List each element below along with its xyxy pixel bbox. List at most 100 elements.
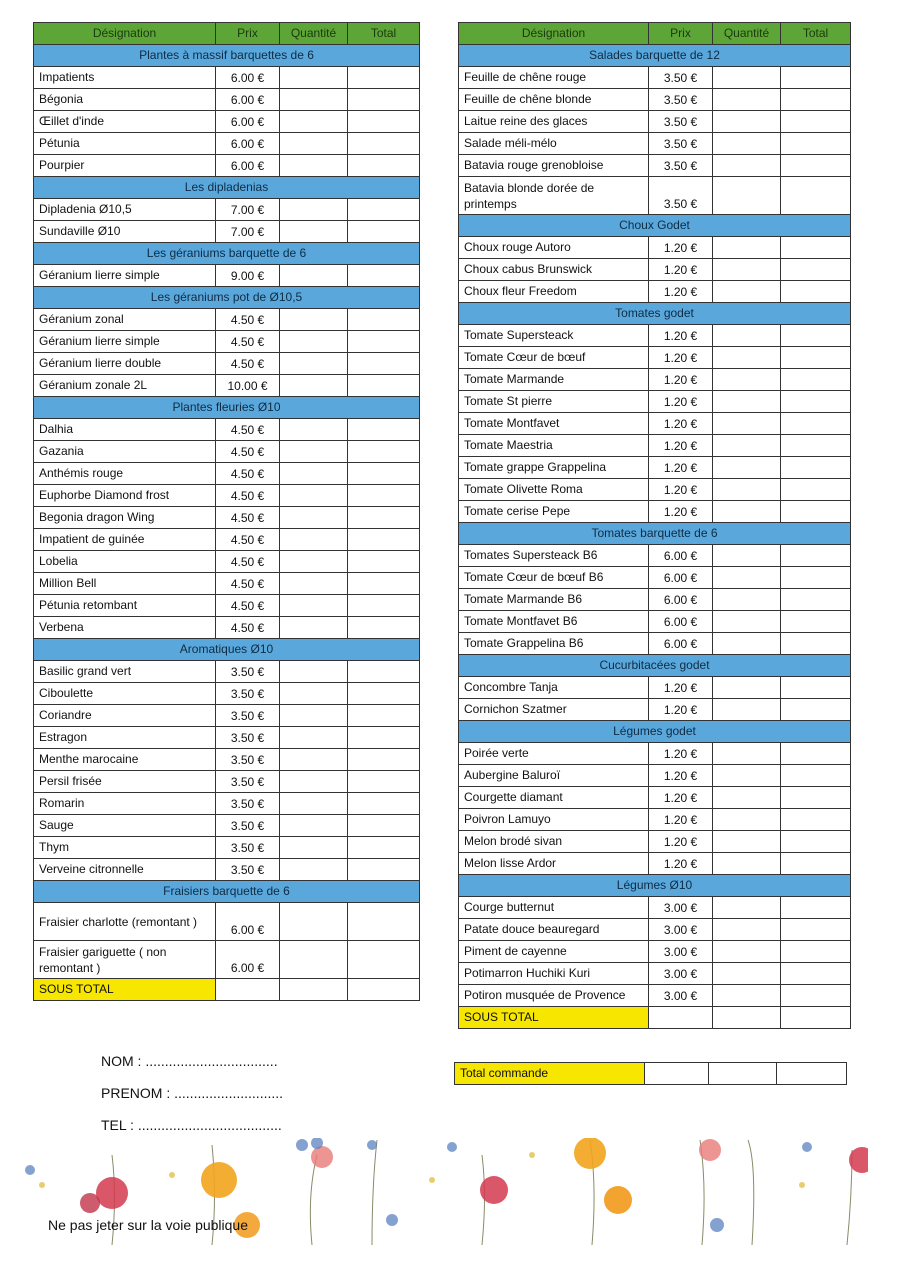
quantity-input[interactable] [712, 742, 781, 765]
prenom-field[interactable]: PRENOM : ............................ [101, 1085, 284, 1101]
total-cell[interactable] [780, 346, 851, 369]
total-cell[interactable] [780, 786, 851, 809]
quantity-input[interactable] [279, 220, 348, 243]
quantity-input[interactable] [279, 484, 348, 507]
quantity-input[interactable] [279, 352, 348, 375]
quantity-input[interactable] [712, 852, 781, 875]
total-cell[interactable] [780, 698, 851, 721]
total-cell[interactable] [347, 374, 420, 397]
total-cell[interactable] [347, 198, 420, 221]
total-cell[interactable] [780, 632, 851, 655]
total-cell[interactable] [347, 682, 420, 705]
quantity-input[interactable] [279, 506, 348, 529]
quantity-input[interactable] [712, 154, 781, 177]
quantity-input[interactable] [712, 808, 781, 831]
quantity-input[interactable] [712, 830, 781, 853]
quantity-input[interactable] [712, 610, 781, 633]
quantity-input[interactable] [279, 814, 348, 837]
quantity-input[interactable] [712, 676, 781, 699]
quantity-input[interactable] [279, 418, 348, 441]
quantity-input[interactable] [279, 308, 348, 331]
total-cell[interactable] [780, 918, 851, 941]
total-cell[interactable] [347, 572, 420, 595]
total-cell[interactable] [780, 676, 851, 699]
quantity-input[interactable] [712, 236, 781, 259]
quantity-input[interactable] [279, 682, 348, 705]
grand-total-quantite-cell[interactable] [708, 1062, 777, 1085]
tel-field[interactable]: TEL : ..................................… [101, 1117, 282, 1133]
total-cell[interactable] [780, 808, 851, 831]
subtotal-prix-cell[interactable] [215, 978, 280, 1001]
quantity-input[interactable] [712, 390, 781, 413]
total-cell[interactable] [780, 324, 851, 347]
total-cell[interactable] [780, 764, 851, 787]
subtotal-quantite-cell[interactable] [712, 1006, 781, 1029]
subtotal-quantite-cell[interactable] [279, 978, 348, 1001]
quantity-input[interactable] [279, 616, 348, 639]
quantity-input[interactable] [279, 374, 348, 397]
total-cell[interactable] [780, 962, 851, 985]
total-cell[interactable] [780, 390, 851, 413]
quantity-input[interactable] [712, 962, 781, 985]
total-cell[interactable] [780, 258, 851, 281]
total-cell[interactable] [347, 726, 420, 749]
total-cell[interactable] [347, 550, 420, 573]
total-cell[interactable] [347, 660, 420, 683]
total-cell[interactable] [780, 742, 851, 765]
total-cell[interactable] [347, 506, 420, 529]
total-cell[interactable] [780, 566, 851, 589]
quantity-input[interactable] [712, 176, 781, 215]
total-cell[interactable] [347, 66, 420, 89]
subtotal-total-cell[interactable] [347, 978, 420, 1001]
subtotal-total-cell[interactable] [780, 1006, 851, 1029]
total-cell[interactable] [347, 352, 420, 375]
quantity-input[interactable] [712, 258, 781, 281]
quantity-input[interactable] [279, 88, 348, 111]
total-cell[interactable] [347, 704, 420, 727]
total-cell[interactable] [780, 280, 851, 303]
quantity-input[interactable] [712, 478, 781, 501]
quantity-input[interactable] [279, 110, 348, 133]
nom-field[interactable]: NOM : .................................. [101, 1053, 278, 1069]
quantity-input[interactable] [712, 984, 781, 1007]
total-cell[interactable] [780, 456, 851, 479]
quantity-input[interactable] [712, 764, 781, 787]
quantity-input[interactable] [279, 528, 348, 551]
quantity-input[interactable] [279, 902, 348, 941]
total-cell[interactable] [780, 852, 851, 875]
total-cell[interactable] [780, 984, 851, 1007]
total-cell[interactable] [347, 594, 420, 617]
quantity-input[interactable] [279, 770, 348, 793]
total-cell[interactable] [347, 308, 420, 331]
total-cell[interactable] [347, 330, 420, 353]
quantity-input[interactable] [279, 550, 348, 573]
quantity-input[interactable] [279, 66, 348, 89]
total-cell[interactable] [347, 836, 420, 859]
quantity-input[interactable] [712, 88, 781, 111]
total-cell[interactable] [347, 264, 420, 287]
quantity-input[interactable] [712, 368, 781, 391]
quantity-input[interactable] [279, 440, 348, 463]
quantity-input[interactable] [712, 632, 781, 655]
total-cell[interactable] [347, 814, 420, 837]
total-cell[interactable] [780, 896, 851, 919]
total-cell[interactable] [347, 418, 420, 441]
quantity-input[interactable] [712, 132, 781, 155]
quantity-input[interactable] [279, 462, 348, 485]
quantity-input[interactable] [279, 264, 348, 287]
quantity-input[interactable] [712, 500, 781, 523]
total-cell[interactable] [347, 154, 420, 177]
quantity-input[interactable] [279, 704, 348, 727]
total-cell[interactable] [347, 748, 420, 771]
quantity-input[interactable] [712, 66, 781, 89]
total-cell[interactable] [780, 830, 851, 853]
total-cell[interactable] [347, 940, 420, 979]
quantity-input[interactable] [712, 110, 781, 133]
quantity-input[interactable] [712, 566, 781, 589]
quantity-input[interactable] [712, 698, 781, 721]
total-cell[interactable] [347, 132, 420, 155]
total-cell[interactable] [347, 88, 420, 111]
total-cell[interactable] [780, 544, 851, 567]
total-cell[interactable] [780, 940, 851, 963]
total-cell[interactable] [780, 368, 851, 391]
